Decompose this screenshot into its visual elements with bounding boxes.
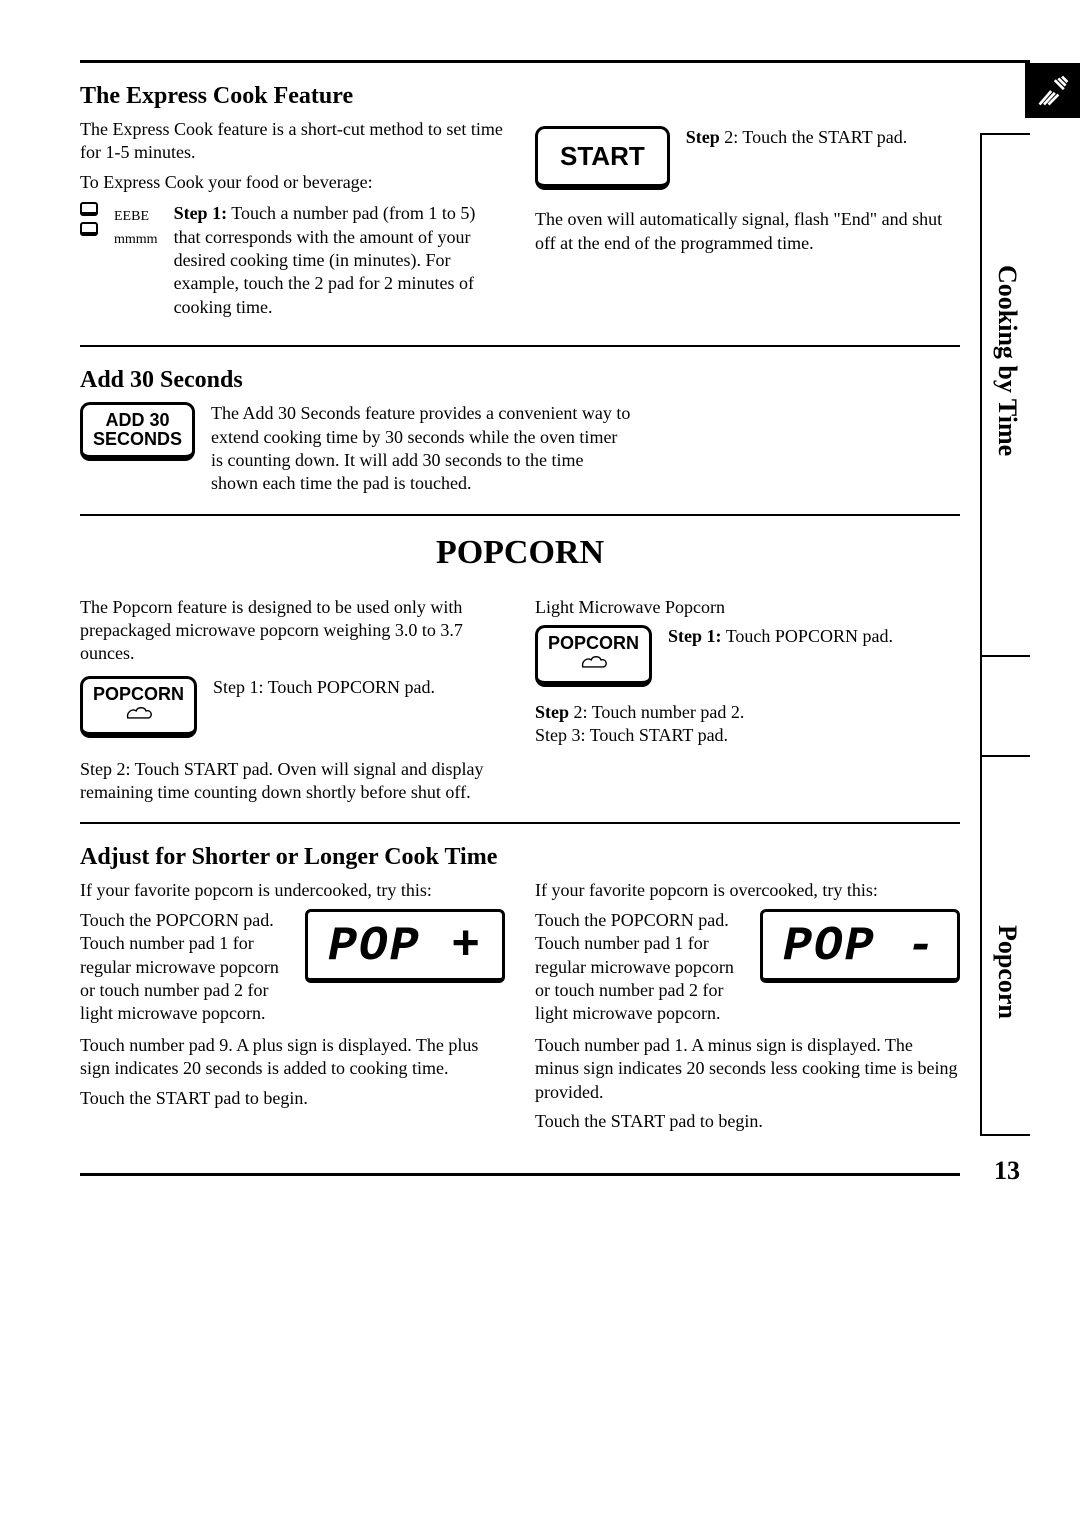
add30-title: Add 30 Seconds	[80, 367, 960, 394]
popcorn-left-step2: Step 2: Touch START pad. Oven will signa…	[80, 758, 505, 805]
express-intro2: To Express Cook your food or beverage:	[80, 171, 505, 194]
display-pop-plus: POP +	[305, 909, 505, 983]
adjust-over-body: Touch the POPCORN pad. Touch number pad …	[535, 909, 744, 1026]
microwave-hand-icon	[1025, 63, 1080, 118]
adjust-under-intro: If your favorite popcorn is undercooked,…	[80, 879, 505, 902]
bottom-rule	[80, 1173, 960, 1176]
add30-section: ADD 30 SECONDS The Add 30 Seconds featur…	[80, 402, 960, 496]
express-intro: The Express Cook feature is a short-cut …	[80, 118, 505, 165]
divider	[80, 345, 960, 347]
popcorn-button[interactable]: POPCORN	[80, 676, 197, 738]
adjust-title: Adjust for Shorter or Longer Cook Time	[80, 844, 960, 871]
express-cook-section: The Express Cook feature is a short-cut …	[80, 118, 960, 327]
popcorn-title: POPCORN	[80, 534, 960, 572]
popcorn-button[interactable]: POPCORN	[535, 625, 652, 687]
number-pad-caption: EEBE mmmm	[114, 202, 158, 251]
express-step1: Step 1: Touch a number pad (from 1 to 5)…	[174, 202, 505, 319]
popcorn-icon	[125, 704, 153, 722]
adjust-over-intro: If your favorite popcorn is overcooked, …	[535, 879, 960, 902]
side-tab-popcorn: Popcorn	[992, 925, 1022, 1019]
divider	[80, 514, 960, 516]
start-button[interactable]: START	[535, 126, 670, 190]
popcorn-left-intro: The Popcorn feature is designed to be us…	[80, 596, 505, 666]
side-tab-divider	[980, 655, 1030, 657]
express-outro: The oven will automatically signal, flas…	[535, 208, 960, 255]
divider	[80, 822, 960, 824]
adjust-under-body3: Touch the START pad to begin.	[80, 1087, 505, 1110]
side-tab-divider	[980, 755, 1030, 757]
popcorn-section: The Popcorn feature is designed to be us…	[80, 596, 960, 805]
side-tabs: Cooking by Time Popcorn	[980, 133, 1030, 1136]
page-number: 13	[994, 1156, 1020, 1186]
express-step2: Step 2: Touch the START pad.	[686, 126, 960, 149]
adjust-over-body3: Touch the START pad to begin.	[535, 1110, 960, 1133]
popcorn-icon	[580, 653, 608, 671]
popcorn-right-step1: Step 1: Touch POPCORN pad.	[668, 625, 960, 648]
side-tab-cooking: Cooking by Time	[992, 265, 1022, 456]
number-pad-icon	[80, 202, 98, 236]
adjust-over-body2: Touch number pad 1. A minus sign is disp…	[535, 1034, 960, 1104]
popcorn-right-step2: Step 2: Touch number pad 2.	[535, 701, 960, 724]
popcorn-left-step1: Step 1: Touch POPCORN pad.	[213, 676, 505, 699]
page-frame: Cooking by Time Popcorn The Express Cook…	[80, 60, 1030, 1176]
popcorn-right-step3: Step 3: Touch START pad.	[535, 724, 960, 747]
adjust-under-body: Touch the POPCORN pad. Touch number pad …	[80, 909, 289, 1026]
display-pop-minus: POP -	[760, 909, 960, 983]
adjust-section: If your favorite popcorn is undercooked,…	[80, 879, 960, 1133]
add30-text: The Add 30 Seconds feature provides a co…	[211, 402, 631, 496]
add30-button[interactable]: ADD 30 SECONDS	[80, 402, 195, 461]
popcorn-right-heading: Light Microwave Popcorn	[535, 596, 960, 619]
adjust-under-body2: Touch number pad 9. A plus sign is displ…	[80, 1034, 505, 1081]
express-cook-title: The Express Cook Feature	[80, 83, 960, 110]
